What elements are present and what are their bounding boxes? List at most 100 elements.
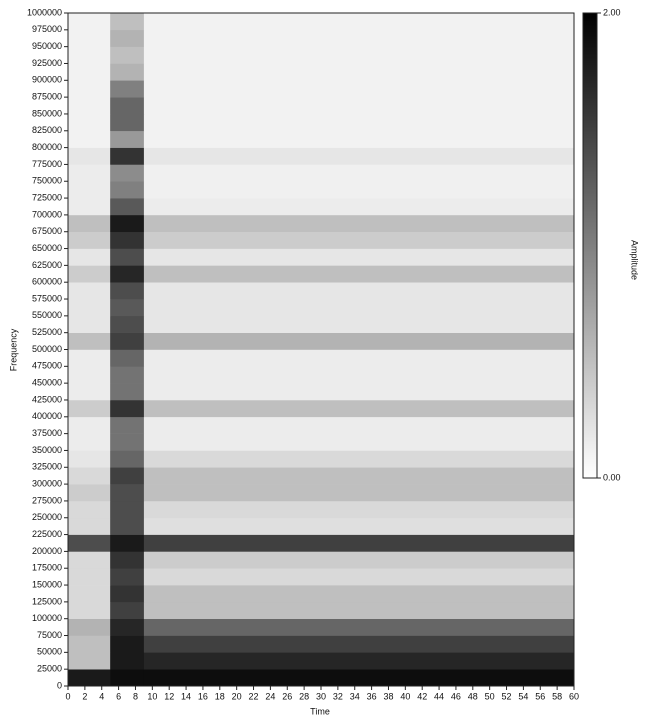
heat-cell <box>68 467 111 485</box>
y-axis-label: Frequency <box>8 328 18 371</box>
heat-cell <box>143 433 575 451</box>
heat-cell <box>110 214 145 233</box>
heat-cell <box>143 618 575 636</box>
heat-cell <box>110 383 145 401</box>
heat-cell <box>110 181 145 199</box>
x-tick-label: 16 <box>198 691 208 701</box>
y-tick-label: 300000 <box>32 478 62 488</box>
y-tick-label: 625000 <box>32 260 62 270</box>
heat-cell <box>68 332 111 350</box>
heat-cell <box>110 635 145 653</box>
y-tick-label: 450000 <box>32 378 62 388</box>
y-tick-label: 100000 <box>32 613 62 623</box>
heat-cell <box>68 97 111 115</box>
y-tick-label: 375000 <box>32 428 62 438</box>
y-tick-label: 775000 <box>32 159 62 169</box>
heat-cell <box>110 147 145 165</box>
x-tick-label: 30 <box>316 691 326 701</box>
heat-cell <box>143 231 575 249</box>
heat-cell <box>110 13 145 31</box>
heat-cell <box>110 618 145 636</box>
y-tick-label: 350000 <box>32 445 62 455</box>
heat-cell <box>143 517 575 535</box>
heat-cell <box>68 349 111 367</box>
heat-cell <box>68 601 111 619</box>
heat-cell <box>68 63 111 81</box>
heat-cell <box>143 315 575 333</box>
heat-cell <box>143 214 575 233</box>
heat-cell <box>110 282 145 300</box>
heat-cell <box>68 517 111 535</box>
heat-cell <box>143 399 575 418</box>
heat-cell <box>110 450 145 468</box>
y-tick-label: 50000 <box>37 647 62 657</box>
x-tick-label: 60 <box>569 691 579 701</box>
heat-cell <box>68 399 111 418</box>
heat-cell <box>68 484 111 502</box>
heat-cell <box>110 130 145 148</box>
x-tick-label: 18 <box>215 691 225 701</box>
heat-cell <box>143 13 575 31</box>
heat-cell <box>143 601 575 619</box>
heat-cell <box>110 332 145 350</box>
x-tick-label: 40 <box>400 691 410 701</box>
heat-cell <box>110 113 145 132</box>
y-tick-label: 75000 <box>37 630 62 640</box>
heat-cell <box>68 383 111 401</box>
x-tick-label: 38 <box>383 691 393 701</box>
heat-cell <box>110 416 145 434</box>
heat-cell <box>68 248 111 266</box>
heat-cell <box>110 366 145 384</box>
heat-cell <box>68 181 111 199</box>
y-tick-label: 900000 <box>32 75 62 85</box>
y-tick-label: 225000 <box>32 529 62 539</box>
heat-cell <box>68 29 111 47</box>
y-tick-label: 250000 <box>32 512 62 522</box>
y-tick-label: 125000 <box>32 596 62 606</box>
heat-cell <box>68 551 111 569</box>
x-tick-label: 36 <box>367 691 377 701</box>
heat-cell <box>68 652 111 670</box>
x-tick-label: 48 <box>468 691 478 701</box>
heat-cell <box>68 265 111 283</box>
heat-cell <box>143 80 575 98</box>
heat-cell <box>110 231 145 249</box>
colorbar-label: Amplitude <box>630 240 640 280</box>
heat-cell <box>143 29 575 47</box>
y-tick-label: 725000 <box>32 192 62 202</box>
x-tick-label: 12 <box>164 691 174 701</box>
y-tick-label: 975000 <box>32 24 62 34</box>
heat-cell <box>143 551 575 569</box>
heat-cell <box>110 46 145 64</box>
heat-cell <box>143 484 575 502</box>
heat-cell <box>68 669 111 687</box>
heat-cell <box>143 164 575 182</box>
heat-cell <box>143 366 575 384</box>
y-tick-label: 850000 <box>32 108 62 118</box>
y-tick-label: 500000 <box>32 344 62 354</box>
heat-cell <box>143 130 575 148</box>
heat-cell <box>143 265 575 283</box>
heat-cell <box>110 164 145 182</box>
y-tick-label: 0 <box>57 680 62 690</box>
x-tick-label: 22 <box>249 691 259 701</box>
x-tick-label: 56 <box>535 691 545 701</box>
heat-cell <box>68 534 111 552</box>
heat-cell <box>143 282 575 300</box>
heat-cell <box>68 46 111 64</box>
x-tick-label: 24 <box>265 691 275 701</box>
heat-cell <box>143 635 575 653</box>
x-tick-label: 34 <box>350 691 360 701</box>
colorbar <box>582 12 598 479</box>
heat-cell <box>110 265 145 283</box>
heat-cell <box>110 315 145 333</box>
heat-cell <box>110 349 145 367</box>
x-tick-label: 2 <box>82 691 87 701</box>
x-tick-label: 50 <box>485 691 495 701</box>
y-tick-label: 150000 <box>32 579 62 589</box>
heat-cell <box>143 147 575 165</box>
heat-cell <box>110 80 145 98</box>
heat-cell <box>143 383 575 401</box>
heat-cell <box>68 198 111 216</box>
